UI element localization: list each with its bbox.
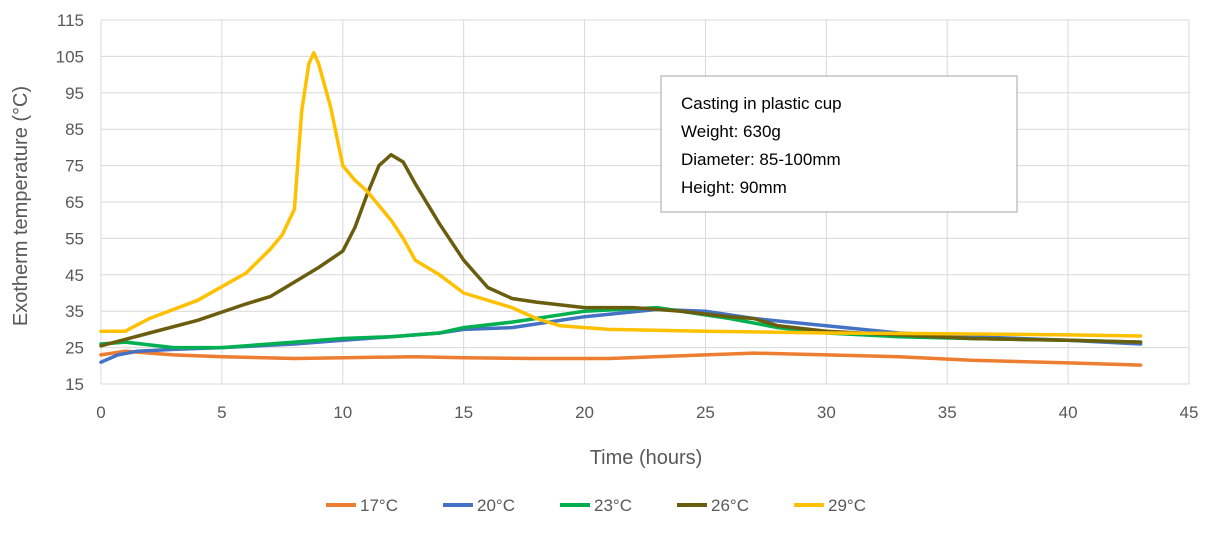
x-tick-label: 35 bbox=[938, 403, 957, 422]
legend-label: 26°C bbox=[711, 496, 749, 515]
y-tick-label: 85 bbox=[65, 120, 84, 139]
legend-label: 20°C bbox=[477, 496, 515, 515]
x-tick-label: 5 bbox=[217, 403, 226, 422]
y-tick-label: 75 bbox=[65, 157, 84, 176]
legend-label: 23°C bbox=[594, 496, 632, 515]
x-tick-label: 0 bbox=[96, 403, 105, 422]
x-tick-label: 45 bbox=[1180, 403, 1199, 422]
y-tick-label: 45 bbox=[65, 266, 84, 285]
y-tick-label: 105 bbox=[56, 47, 84, 66]
x-tick-label: 15 bbox=[454, 403, 473, 422]
y-tick-label: 95 bbox=[65, 84, 84, 103]
y-tick-label: 15 bbox=[65, 375, 84, 394]
y-tick-label: 65 bbox=[65, 193, 84, 212]
x-tick-label: 20 bbox=[575, 403, 594, 422]
legend-label: 29°C bbox=[828, 496, 866, 515]
y-tick-label: 25 bbox=[65, 339, 84, 358]
series-line bbox=[99, 349, 1143, 367]
x-tick-label: 30 bbox=[817, 403, 836, 422]
y-tick-label: 35 bbox=[65, 302, 84, 321]
series-line bbox=[99, 305, 1143, 350]
y-axis-ticks: 15 25 35 45 55 65 75 85 95 105 115 bbox=[56, 11, 84, 394]
legend-label: 17°C bbox=[360, 496, 398, 515]
x-tick-label: 25 bbox=[696, 403, 715, 422]
series-line bbox=[99, 51, 1143, 338]
x-axis-title: Time (hours) bbox=[590, 447, 703, 469]
annotation-line: Casting in plastic cup bbox=[681, 94, 842, 113]
y-tick-label: 55 bbox=[65, 229, 84, 248]
annotation-line: Height: 90mm bbox=[681, 178, 787, 197]
annotation-box: Casting in plastic cup Weight: 630g Diam… bbox=[660, 75, 1018, 213]
y-axis-title: Exotherm temperature (°C) bbox=[10, 86, 32, 326]
series-lines bbox=[99, 51, 1143, 367]
x-tick-label: 10 bbox=[333, 403, 352, 422]
annotation-line: Weight: 630g bbox=[681, 122, 781, 141]
legend: 17°C 20°C 23°C 26°C 29°C bbox=[326, 496, 866, 515]
annotation-line: Diameter: 85-100mm bbox=[681, 150, 841, 169]
series-line bbox=[99, 152, 1143, 348]
x-tick-label: 40 bbox=[1059, 403, 1078, 422]
x-axis-ticks: 0 5 10 15 20 25 30 35 40 45 bbox=[96, 403, 1198, 422]
y-tick-label: 115 bbox=[57, 11, 84, 30]
